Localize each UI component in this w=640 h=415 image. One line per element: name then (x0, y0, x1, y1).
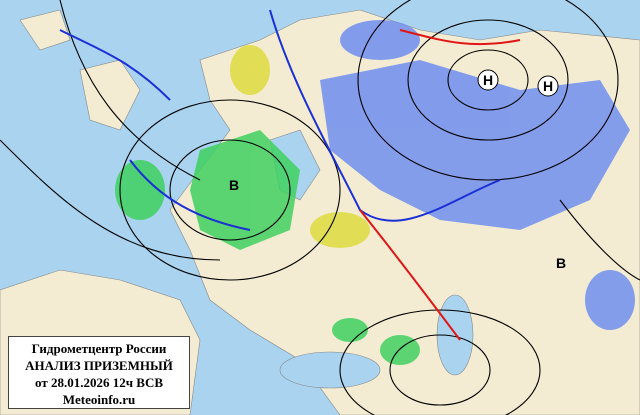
precip-snow (320, 20, 635, 330)
precip-rain (115, 130, 420, 365)
high-center-label: В (556, 255, 566, 271)
map-legend: Гидрометцентр России АНАЛИЗ ПРИЗЕМНЫЙ от… (8, 336, 190, 409)
legend-website: Meteoinfo.ru (62, 392, 136, 407)
legend-organization: Гидрометцентр России (31, 341, 167, 356)
legend-date: от 28.01.2026 12ч ВСВ (34, 375, 164, 390)
pressure-center-labels: Н Н В В (229, 69, 566, 271)
fronts (59, 9, 521, 341)
low-center-label: Н (483, 72, 493, 88)
high-center-label: В (229, 177, 239, 193)
low-center-label: Н (543, 78, 553, 94)
legend-title: АНАЛИЗ ПРИЗЕМНЫЙ (25, 358, 173, 373)
fog (230, 45, 370, 248)
